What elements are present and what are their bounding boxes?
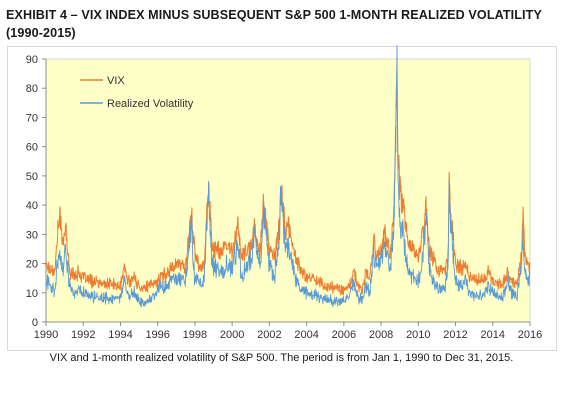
x-tick-label: 1992 <box>71 329 95 341</box>
y-tick-label: 90 <box>26 54 38 66</box>
series-line-realized-volatility <box>45 45 531 308</box>
x-tick-label: 1990 <box>34 329 58 341</box>
x-tick-label: 1996 <box>145 329 169 341</box>
x-tick-label: 2008 <box>369 329 393 341</box>
y-tick-label: 10 <box>26 288 38 300</box>
chart-caption: VIX and 1-month realized volatility of S… <box>49 352 514 364</box>
legend-label: Realized Volatility <box>107 98 194 110</box>
x-tick-label: 2012 <box>443 329 467 341</box>
chart-title: EXHIBIT 4 – VIX INDEX MINUS SUBSEQUENT S… <box>6 8 542 40</box>
x-tick-label: 2002 <box>257 329 281 341</box>
legend-label: VIX <box>107 75 125 87</box>
y-tick-label: 20 <box>26 259 38 271</box>
y-tick-label: 0 <box>32 317 38 329</box>
x-tick-label: 1998 <box>183 329 207 341</box>
series-line-vix <box>45 65 531 296</box>
y-tick-label: 70 <box>26 112 38 124</box>
series-layer <box>45 45 531 308</box>
y-tick-label: 40 <box>26 200 38 212</box>
x-tick-label: 2016 <box>518 329 542 341</box>
y-tick-label: 50 <box>26 171 38 183</box>
x-tick-label: 2010 <box>406 329 430 341</box>
y-tick-label: 60 <box>26 142 38 154</box>
x-tick-label: 2014 <box>481 329 505 341</box>
legend: VIX Realized Volatility <box>80 75 194 110</box>
axes: 0 10 20 30 40 50 60 70 80 90 1990 1992 1994 1996 1998 2… <box>26 54 542 341</box>
y-tick-label: 80 <box>26 83 38 95</box>
y-tick-label: 30 <box>26 229 38 241</box>
x-tick-label: 2004 <box>294 329 318 341</box>
x-tick-label: 2006 <box>332 329 356 341</box>
x-tick-label: 2000 <box>220 329 244 341</box>
x-tick-label: 1994 <box>108 329 132 341</box>
